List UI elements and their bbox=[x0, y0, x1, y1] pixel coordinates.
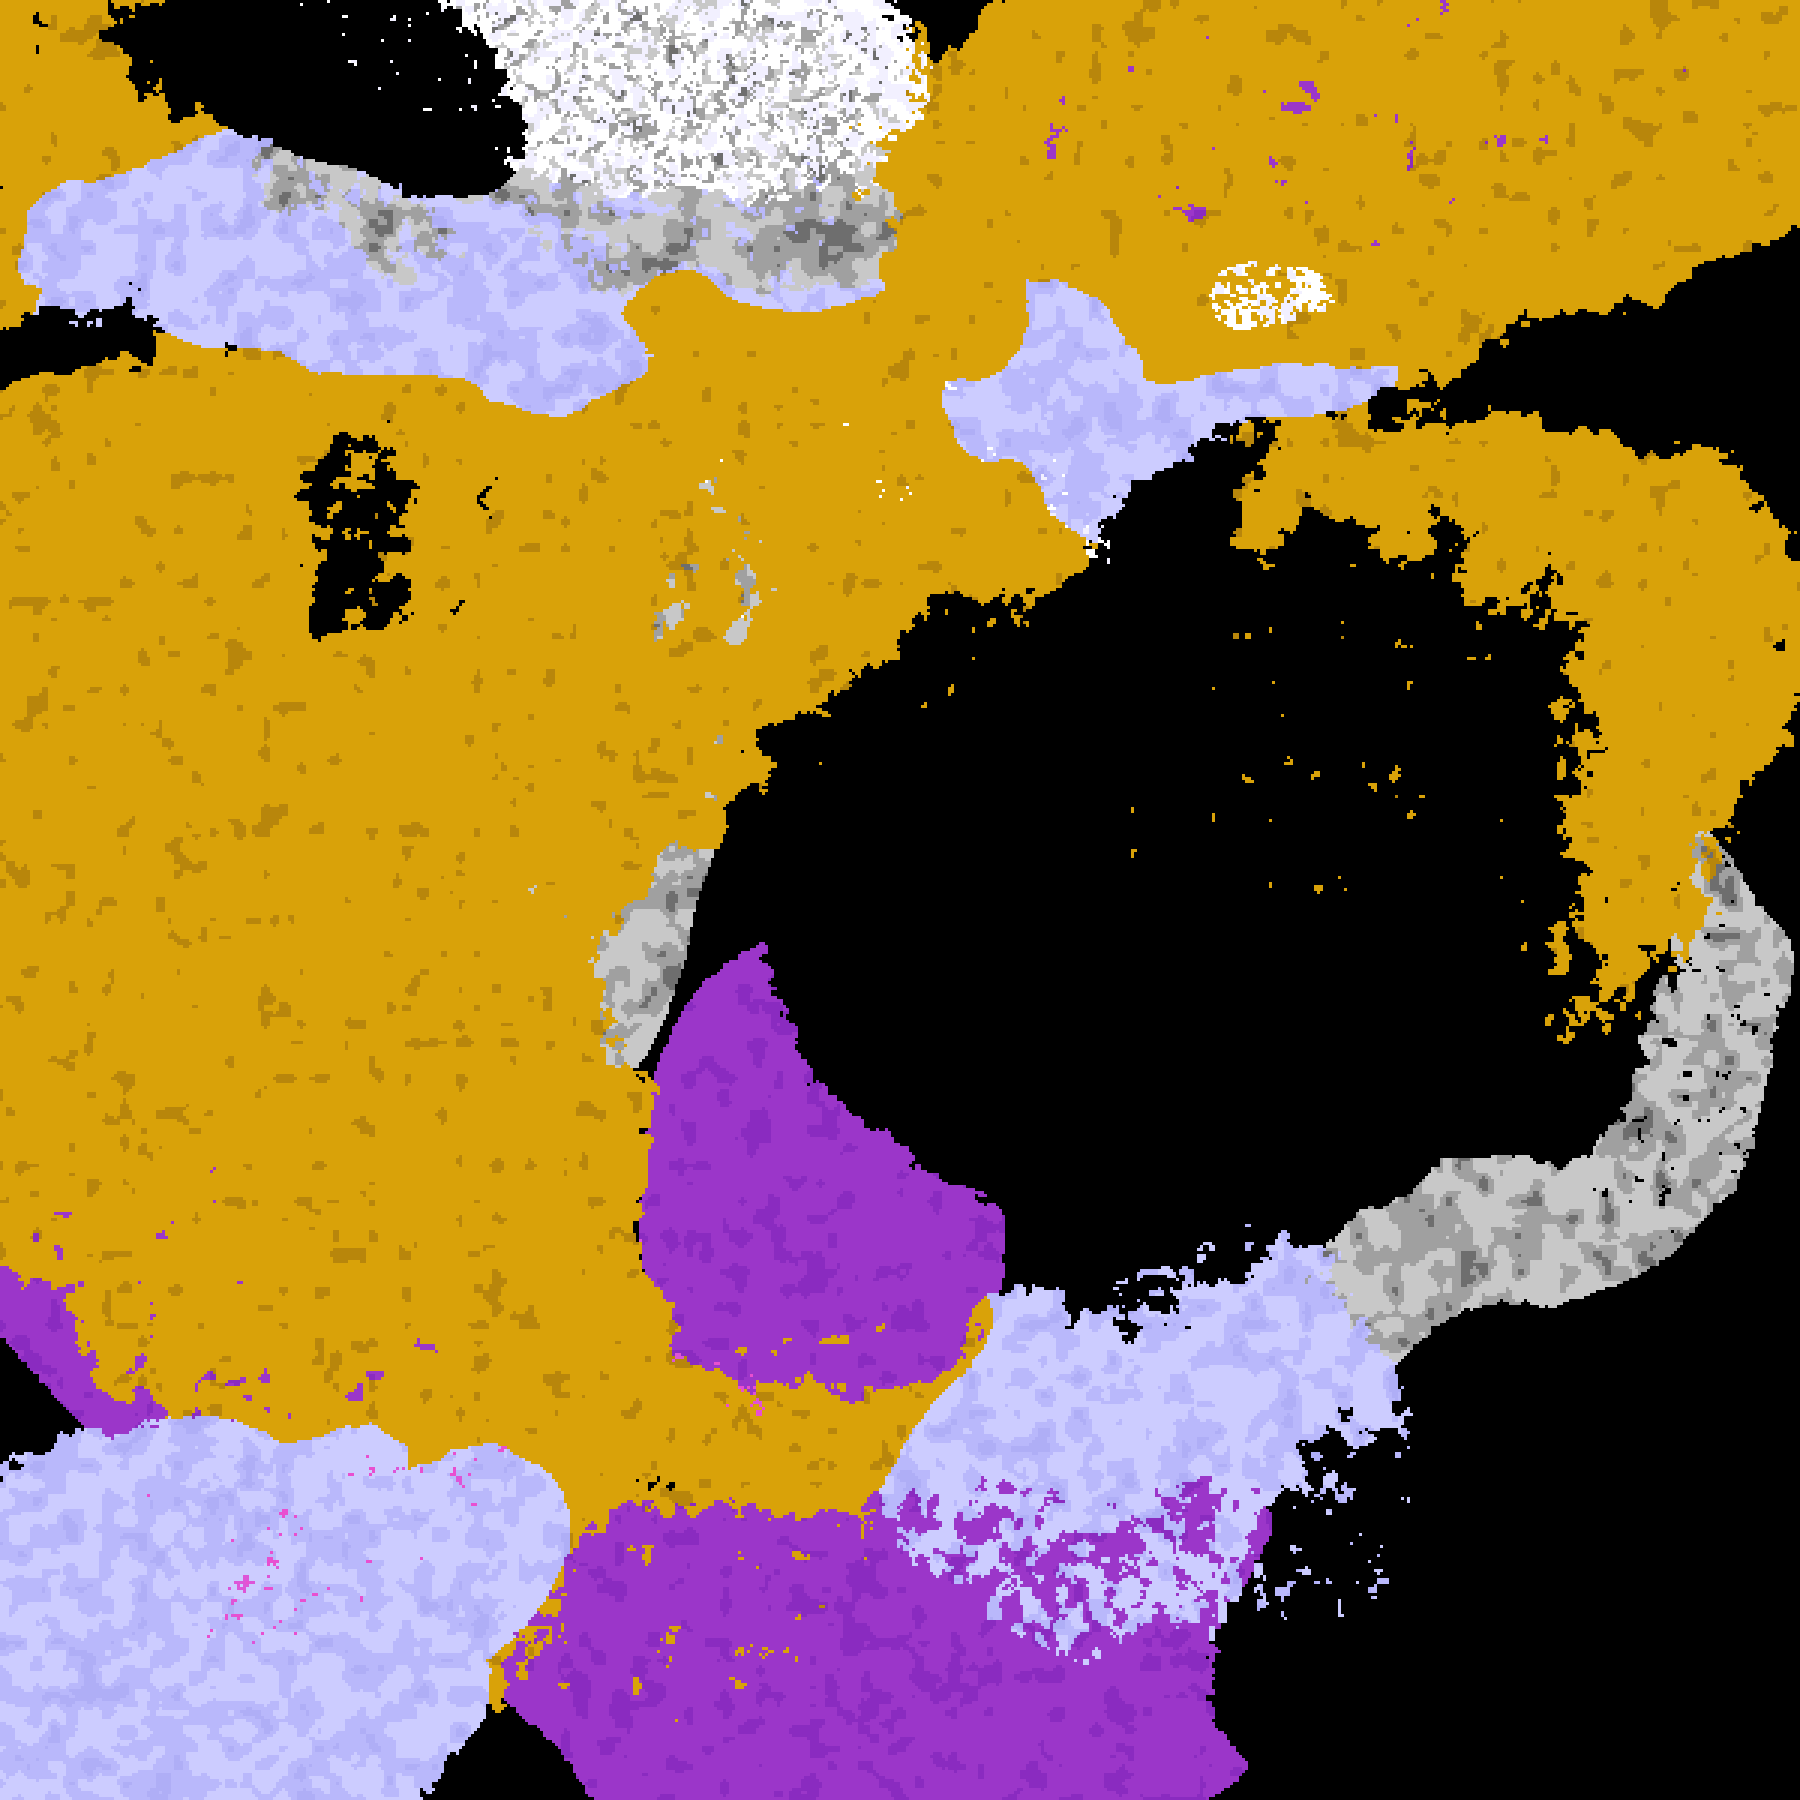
false-color-raster bbox=[0, 0, 1800, 1800]
satellite-image-canvas: False-colour satellite land/cloud classi… bbox=[0, 0, 1800, 1800]
